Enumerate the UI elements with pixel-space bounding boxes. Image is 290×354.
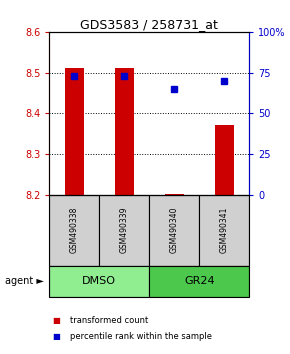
Text: ■: ■ xyxy=(52,316,60,325)
Bar xyxy=(49,266,149,297)
Text: GR24: GR24 xyxy=(184,276,215,286)
Title: GDS3583 / 258731_at: GDS3583 / 258731_at xyxy=(80,18,218,31)
Text: GSM490340: GSM490340 xyxy=(170,207,179,253)
Text: DMSO: DMSO xyxy=(82,276,116,286)
Text: GSM490338: GSM490338 xyxy=(70,207,79,253)
Text: agent ►: agent ► xyxy=(5,276,44,286)
Bar xyxy=(99,195,149,266)
Bar xyxy=(200,195,249,266)
Text: transformed count: transformed count xyxy=(70,316,148,325)
Text: ■: ■ xyxy=(52,332,60,341)
Bar xyxy=(149,195,200,266)
Bar xyxy=(165,194,184,195)
Bar xyxy=(49,195,99,266)
Bar xyxy=(115,68,134,195)
Text: percentile rank within the sample: percentile rank within the sample xyxy=(70,332,212,341)
Bar xyxy=(65,68,84,195)
Text: GSM490341: GSM490341 xyxy=(220,207,229,253)
Bar xyxy=(149,266,249,297)
Text: GSM490339: GSM490339 xyxy=(120,207,129,253)
Bar xyxy=(215,125,234,195)
